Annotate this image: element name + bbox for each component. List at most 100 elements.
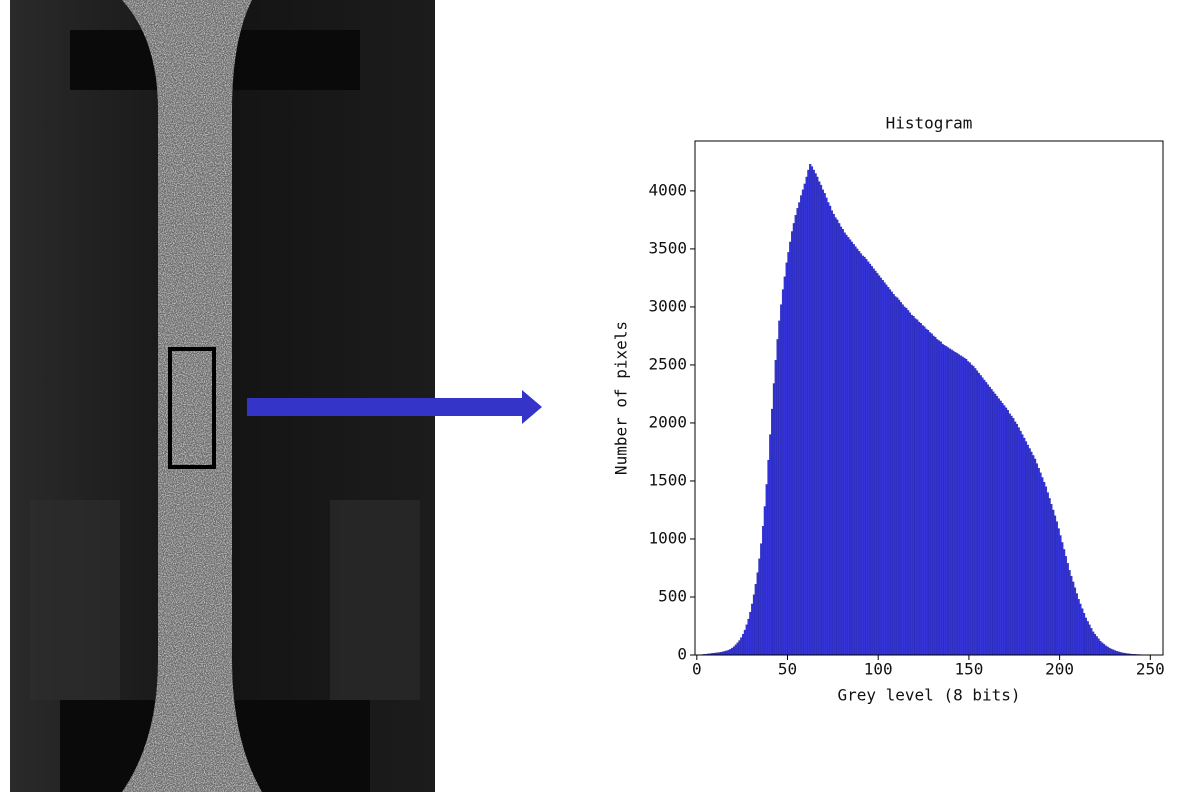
bar xyxy=(1074,588,1076,655)
bar xyxy=(1058,529,1060,655)
bar xyxy=(873,269,875,655)
bar xyxy=(764,506,766,655)
bar xyxy=(991,389,993,655)
bar xyxy=(1060,535,1062,655)
bar xyxy=(1047,493,1049,655)
bar xyxy=(831,211,833,655)
bar xyxy=(791,232,793,655)
bar xyxy=(731,648,733,655)
bar xyxy=(749,612,751,655)
bar xyxy=(891,292,893,655)
bar xyxy=(742,634,744,655)
bar xyxy=(782,290,784,655)
bar xyxy=(1103,644,1105,655)
bar xyxy=(836,220,838,655)
specimen-photo xyxy=(10,0,435,792)
bar xyxy=(1067,563,1069,655)
arrow-head xyxy=(522,390,542,424)
bar xyxy=(1065,556,1067,655)
bar xyxy=(784,277,786,655)
bar xyxy=(851,242,853,655)
bar xyxy=(1043,482,1045,655)
bar xyxy=(1081,609,1083,655)
bar xyxy=(766,484,768,655)
bar xyxy=(1023,438,1025,655)
bar xyxy=(878,276,880,655)
bar xyxy=(1016,424,1018,655)
bar xyxy=(809,164,811,655)
y-tick-label: 3000 xyxy=(648,296,687,315)
bar xyxy=(958,354,960,655)
bar xyxy=(1005,408,1007,655)
bar xyxy=(795,215,797,655)
bar xyxy=(927,330,929,655)
bar xyxy=(963,358,965,655)
bar xyxy=(887,287,889,655)
bar xyxy=(909,313,911,655)
bar xyxy=(1109,648,1111,655)
bar xyxy=(914,319,916,655)
bar xyxy=(1107,647,1109,655)
bar xyxy=(971,365,973,655)
bar xyxy=(864,257,866,655)
bar xyxy=(769,435,771,655)
bar xyxy=(1101,643,1103,655)
bar xyxy=(1040,473,1042,655)
bar xyxy=(945,346,947,655)
x-tick-label: 0 xyxy=(692,660,702,679)
bar xyxy=(1083,613,1085,655)
x-tick-label: 50 xyxy=(778,660,797,679)
bar xyxy=(849,240,851,655)
bar xyxy=(911,315,913,655)
x-tick-label: 150 xyxy=(954,660,983,679)
background-object xyxy=(330,500,420,700)
bar xyxy=(898,300,900,655)
bar xyxy=(1116,651,1118,655)
x-tick-label: 250 xyxy=(1136,660,1165,679)
bar xyxy=(744,630,746,655)
bar xyxy=(1096,636,1098,655)
bar xyxy=(788,252,790,655)
bar xyxy=(813,170,815,655)
bar xyxy=(1069,570,1071,655)
bar xyxy=(992,392,994,655)
bar xyxy=(826,198,828,655)
bar xyxy=(933,336,935,655)
bar xyxy=(940,342,942,655)
bar xyxy=(965,359,967,655)
y-tick-label: 1500 xyxy=(648,470,687,489)
bar xyxy=(916,320,918,655)
bar xyxy=(800,196,802,655)
bar xyxy=(1076,594,1078,655)
bar xyxy=(860,254,862,655)
bar xyxy=(1049,498,1051,655)
bar xyxy=(934,337,936,655)
bar xyxy=(1094,634,1096,655)
bar xyxy=(802,190,804,655)
bar xyxy=(798,202,800,655)
bar xyxy=(998,399,1000,655)
bar xyxy=(1009,414,1011,655)
bar xyxy=(751,604,753,655)
bar xyxy=(748,619,750,655)
bar xyxy=(778,321,780,655)
bar xyxy=(833,214,835,655)
bar xyxy=(728,650,730,655)
bar xyxy=(1045,487,1047,655)
bar xyxy=(856,249,858,655)
bar xyxy=(922,325,924,655)
bar xyxy=(871,266,873,655)
bar xyxy=(789,242,791,655)
bar xyxy=(907,310,909,655)
bar xyxy=(777,339,779,655)
bar xyxy=(985,382,987,655)
bar xyxy=(980,375,982,655)
bar xyxy=(1063,549,1065,655)
bar xyxy=(853,244,855,655)
y-tick-label: 2000 xyxy=(648,412,687,431)
bar xyxy=(842,229,844,655)
bar xyxy=(954,352,956,655)
bar xyxy=(762,526,764,655)
bar xyxy=(960,356,962,655)
